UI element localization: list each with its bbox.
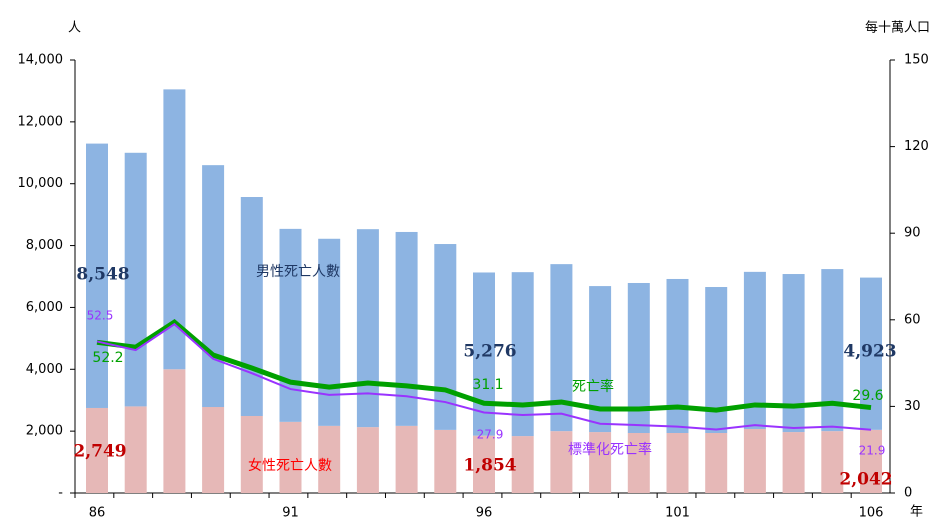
- y-tick-label: 10,000: [18, 176, 64, 191]
- bar: [318, 425, 341, 493]
- y-tick-label: -: [58, 486, 63, 501]
- bar: [743, 271, 766, 429]
- data-label: 52.2: [92, 350, 123, 366]
- bar: [589, 432, 612, 493]
- bar: [356, 427, 379, 493]
- y2-tick-label: 90: [904, 226, 921, 241]
- bar: [511, 436, 534, 493]
- x-tick-label: 101: [665, 506, 690, 521]
- bar: [589, 286, 612, 433]
- bar: [240, 197, 263, 416]
- bar: [782, 432, 805, 493]
- y-tick-label: 2,000: [26, 424, 63, 439]
- bar: [705, 287, 728, 433]
- series-name: 女性死亡人數: [248, 457, 332, 474]
- data-label: 52.5: [87, 309, 114, 323]
- bar: [473, 272, 495, 436]
- bar: [666, 432, 689, 493]
- bar: [550, 264, 573, 432]
- y2-tick-label: 150: [904, 53, 929, 68]
- data-label: 27.9: [477, 428, 504, 442]
- bar: [279, 228, 302, 422]
- data-label: 8,548: [76, 265, 129, 285]
- series-name: 男性死亡人數: [256, 264, 340, 280]
- x-tick-label: 91: [282, 506, 299, 521]
- x-tick-label: 106: [859, 506, 884, 521]
- data-label: 2,749: [73, 442, 126, 462]
- y2-tick-label: 30: [904, 399, 921, 414]
- data-label: 4,923: [843, 342, 896, 362]
- bar: [279, 421, 302, 493]
- bar: [743, 428, 766, 493]
- data-label: 1,854: [463, 456, 516, 476]
- y-tick-label: 14,000: [18, 53, 64, 68]
- bar: [202, 165, 225, 408]
- y-axis-label: 人: [68, 21, 81, 36]
- data-label: 21.9: [859, 444, 886, 458]
- bar: [163, 369, 186, 493]
- y-tick-label: 12,000: [18, 114, 64, 129]
- y2-tick-label: 60: [904, 312, 921, 327]
- y-tick-label: 6,000: [26, 300, 63, 315]
- y-tick-label: 8,000: [26, 238, 63, 253]
- series-name: 死亡率: [572, 378, 614, 395]
- data-label: 2,042: [839, 470, 892, 490]
- bar: [860, 429, 882, 493]
- series-name: 標準化死亡率: [568, 441, 652, 458]
- bar: [821, 431, 844, 493]
- bar: [473, 435, 495, 493]
- bar: [240, 415, 263, 493]
- y2-tick-label: 0: [904, 486, 912, 501]
- line: [96, 318, 872, 413]
- bar: [627, 432, 650, 493]
- bar: [395, 425, 418, 493]
- bar: [782, 274, 805, 433]
- line: [96, 322, 872, 431]
- bar: [821, 269, 844, 432]
- data-label: 29.6: [852, 388, 883, 404]
- bar: [86, 407, 108, 493]
- x-tick-label: 86: [89, 506, 106, 521]
- bar: [705, 432, 728, 493]
- y-tick-label: 4,000: [26, 362, 63, 377]
- bar: [627, 282, 650, 433]
- y2-tick-label: 120: [904, 139, 929, 154]
- bar: [860, 277, 882, 430]
- x-tick-label: 96: [476, 506, 493, 521]
- data-label: 5,276: [463, 342, 516, 362]
- bar: [202, 407, 225, 493]
- bar: [356, 229, 379, 428]
- bar: [666, 278, 689, 433]
- bar: [318, 238, 341, 426]
- x-axis-label: 年: [910, 505, 923, 520]
- bar: [395, 231, 418, 426]
- bar: [163, 89, 186, 370]
- bar: [124, 406, 147, 493]
- data-label: 31.1: [472, 377, 503, 393]
- bar: [434, 244, 457, 430]
- bar: [550, 431, 573, 493]
- y2-axis-label: 每十萬人口: [865, 20, 930, 36]
- bar: [511, 272, 534, 437]
- bar: [434, 429, 457, 493]
